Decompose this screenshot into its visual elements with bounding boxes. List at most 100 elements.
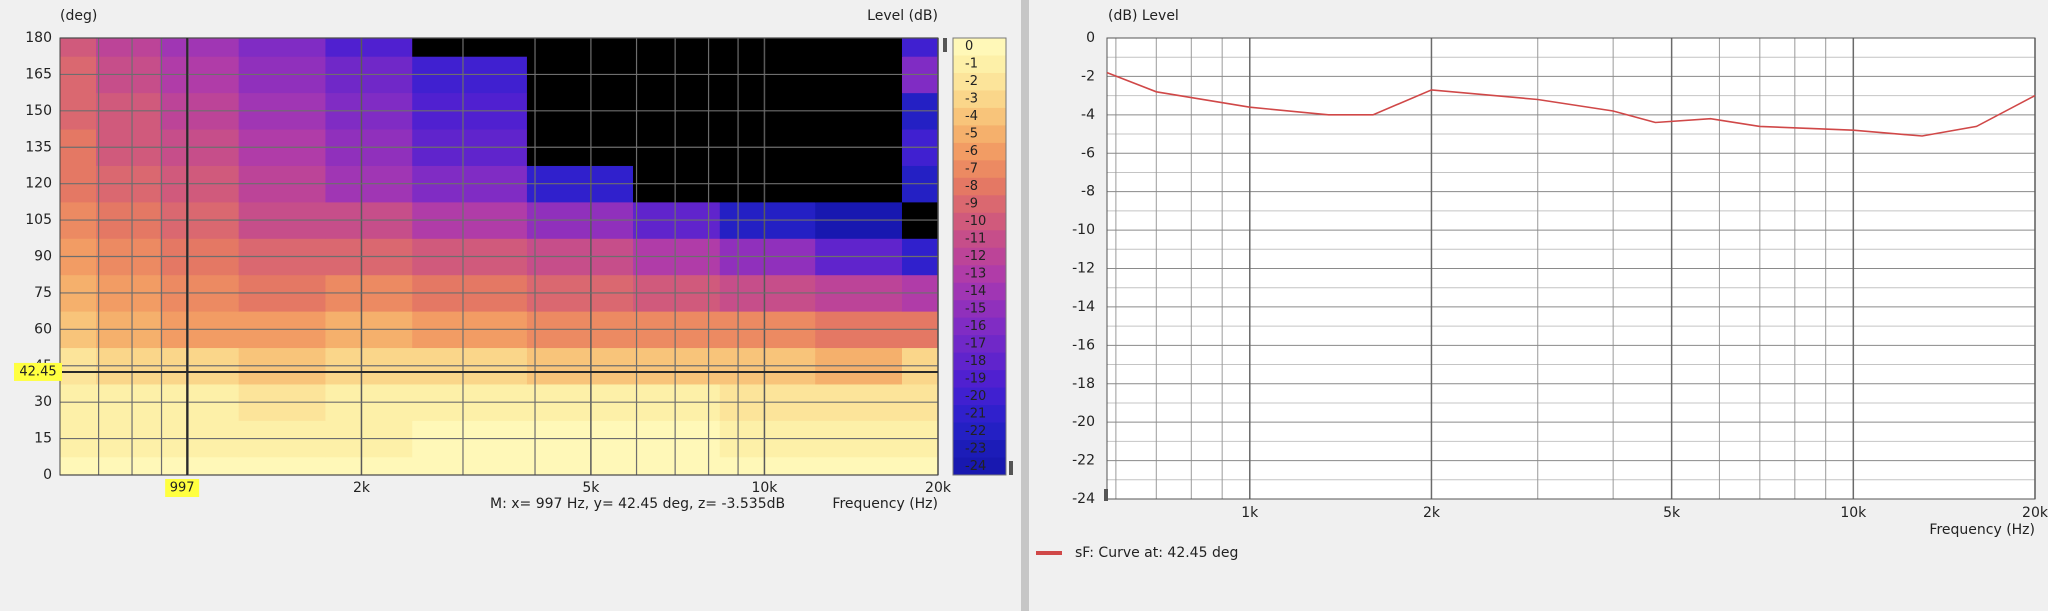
y-tick-label: -2 [1081, 68, 1095, 84]
colorbar-swatch [953, 195, 1006, 214]
heatmap-cell [815, 456, 903, 476]
colorbar-swatch [953, 422, 1006, 441]
y-tick-label: -22 [1072, 453, 1095, 469]
colorbar-tick-label: -16 [965, 319, 986, 334]
y-tick-label: 30 [34, 394, 52, 410]
colorbar-tick-label: -11 [965, 232, 986, 247]
axis-handle[interactable] [1104, 489, 1108, 501]
marker-y-label: 42.45 [19, 364, 56, 379]
y-tick-label: -16 [1072, 337, 1095, 353]
marker-x-label: 997 [170, 481, 195, 496]
x-tick-label: 5k [582, 480, 600, 496]
heatmap-cell [719, 456, 816, 476]
colorbar-swatch [953, 90, 1006, 109]
colorbar-swatch [953, 317, 1006, 336]
colorbar-swatch [953, 212, 1006, 231]
heatmap-cell [60, 456, 97, 476]
colorbar-swatch [953, 142, 1006, 161]
heatmap-cell [159, 456, 240, 476]
colorbar-handle[interactable] [1009, 461, 1013, 475]
colorbar-tick-label: -5 [965, 127, 978, 142]
colorbar-swatch [953, 405, 1006, 424]
x-tick-label: 10k [751, 480, 778, 496]
y-tick-label: 90 [34, 249, 52, 265]
heatmap-cell [60, 38, 97, 57]
y-tick-label: -18 [1072, 376, 1095, 392]
panel-splitter[interactable] [1021, 0, 1029, 611]
x-tick-label: 10k [1840, 505, 1867, 521]
colorbar-tick-label: -4 [965, 109, 978, 124]
heatmap-cell [633, 38, 721, 57]
colorbar-tick-label: -18 [965, 354, 986, 369]
colorbar-swatch [953, 55, 1006, 74]
colorbar-tick-label: -22 [965, 424, 986, 439]
heatmap-cell [526, 38, 634, 57]
colorbar-tick-label: -23 [965, 441, 986, 456]
x-axis-label: Frequency (Hz) [832, 496, 938, 512]
y-tick-label: 60 [34, 321, 52, 337]
colorbar-tick-label: -15 [965, 301, 986, 316]
colorbar-swatch [953, 300, 1006, 319]
colorbar-swatch [953, 125, 1006, 144]
colorbar-tick-label: -20 [965, 389, 986, 404]
y-tick-label: -10 [1072, 222, 1095, 238]
colorbar-label: Level (dB) [867, 8, 938, 24]
colorbar-swatch [953, 38, 1006, 56]
colorbar-swatch [953, 387, 1006, 406]
legend-label[interactable]: sF: Curve at: 42.45 deg [1075, 545, 1238, 561]
x-tick-label: 2k [353, 480, 371, 496]
y-tick-label: 135 [25, 139, 52, 155]
colorbar-swatch [953, 265, 1006, 284]
y-tick-label: -24 [1072, 491, 1095, 507]
colorbar-swatch [953, 335, 1006, 354]
colorbar-swatch [953, 160, 1006, 179]
y-tick-label: 180 [25, 30, 52, 46]
colorbar-tick-label: -8 [965, 179, 978, 194]
y-tick-label: 105 [25, 212, 52, 228]
y-tick-label: 120 [25, 176, 52, 192]
colorbar-swatch [953, 247, 1006, 266]
y-tick-label: -4 [1081, 107, 1095, 123]
heatmap-cell [719, 38, 816, 57]
colorbar-tick-label: -3 [965, 92, 978, 107]
x-tick-label: 5k [1663, 505, 1681, 521]
colorbar-tick-label: -2 [965, 74, 978, 89]
colorbar-swatch [953, 282, 1006, 301]
y-tick-label: 75 [34, 285, 52, 301]
colorbar-swatch [953, 72, 1006, 91]
colorbar-frame [952, 37, 1007, 476]
colorbar-swatch [953, 457, 1006, 476]
x-tick-label: 1k [1241, 505, 1259, 521]
colorbar-swatch [953, 230, 1006, 249]
colorbar-tick-label: -9 [965, 197, 978, 212]
heatmap-cell [238, 456, 326, 476]
y-tick-label: 0 [1086, 30, 1095, 46]
y-axis-label: (deg) [60, 8, 97, 24]
plot-frame [59, 37, 939, 476]
colorbar-swatch [953, 177, 1006, 196]
y-tick-label: 15 [34, 431, 52, 447]
colorbar-swatch [953, 352, 1006, 371]
colorbar-tick-label: -21 [965, 406, 986, 421]
y-tick-label: -6 [1081, 145, 1095, 161]
heatmap-cell [96, 38, 161, 57]
series-line [1106, 71, 2036, 137]
colorbar-tick-label: -17 [965, 336, 986, 351]
colorbar-tick-label: -24 [965, 459, 986, 474]
heatmap-cell [901, 456, 939, 476]
heatmap-cell [238, 38, 326, 57]
y-axis-label: (dB) Level [1108, 8, 1179, 24]
y-tick-label: -8 [1081, 184, 1095, 200]
colorbar-swatch [953, 370, 1006, 389]
colorbar-tick-label: 0 [965, 39, 973, 54]
marker-readout: M: x= 997 Hz, y= 42.45 deg, z= -3.535dB [490, 496, 785, 512]
colorbar-tick-label: -19 [965, 371, 986, 386]
y-tick-label: -12 [1072, 261, 1095, 277]
y-tick-label: -20 [1072, 414, 1095, 430]
heatmap-cell [96, 456, 161, 476]
heatmap-cell [159, 38, 240, 57]
heatmap-cell [815, 38, 903, 57]
heatmap-cell [412, 456, 528, 476]
colorbar-handle[interactable] [943, 38, 947, 52]
